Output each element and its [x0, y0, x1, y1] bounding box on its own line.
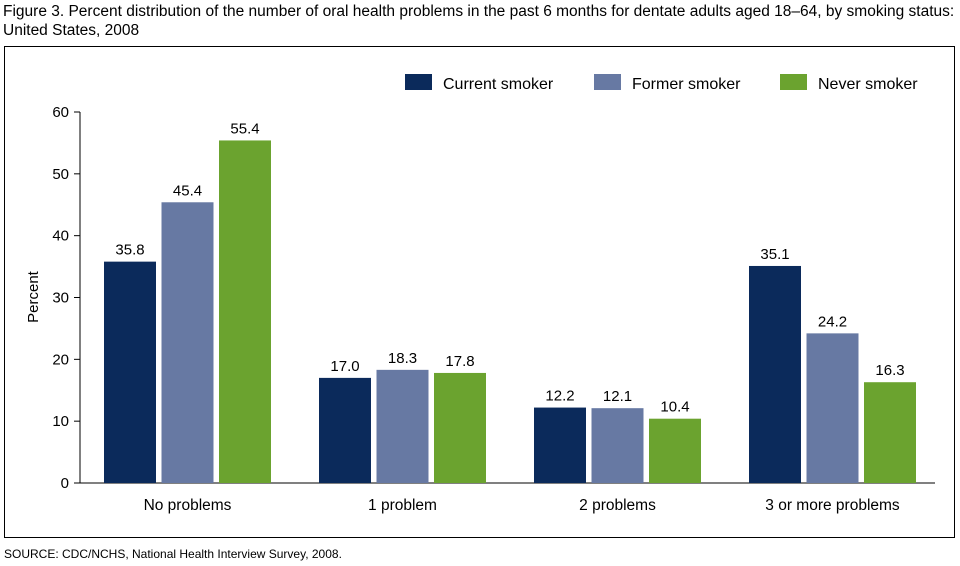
category-label: 3 or more problems [765, 497, 900, 514]
legend-swatch [780, 74, 807, 90]
legend-label: Former smoker [632, 76, 741, 93]
data-label: 16.3 [875, 362, 904, 379]
bar [104, 261, 156, 483]
legend-label: Current smoker [443, 76, 554, 93]
y-tick-label: 20 [52, 351, 69, 368]
bar [534, 407, 586, 483]
chart-frame [4, 46, 955, 538]
y-tick-label: 0 [61, 475, 69, 492]
data-label: 12.2 [545, 388, 574, 405]
y-axis-title: Percent [25, 270, 42, 323]
y-tick-label: 40 [52, 228, 69, 245]
data-label: 35.8 [115, 242, 144, 259]
category-label: 1 problem [368, 497, 437, 514]
bar [219, 140, 271, 483]
y-tick-label: 50 [52, 166, 69, 183]
category-label: No problems [144, 497, 232, 514]
bar [161, 202, 214, 483]
bar [864, 382, 916, 483]
category-label: 2 problems [579, 497, 656, 514]
legend-swatch [405, 74, 432, 90]
bar-chart: 0 10 20 30 40 50 60 Percent 35.8 45.4 55.4 No probl… [25, 74, 935, 514]
bar [591, 408, 644, 483]
data-label: 17.8 [445, 353, 474, 370]
y-tick-label: 60 [52, 104, 69, 121]
data-label: 35.1 [760, 246, 789, 263]
data-label: 17.0 [330, 358, 359, 375]
y-tick-label: 10 [52, 413, 69, 430]
y-tick-label: 30 [52, 290, 69, 307]
data-label: 18.3 [388, 350, 417, 367]
data-label: 45.4 [173, 182, 202, 199]
figure-title: Figure 3. Percent distribution of the nu… [3, 3, 955, 39]
data-label: 12.1 [603, 388, 632, 405]
data-label: 55.4 [230, 120, 259, 137]
legend-label: Never smoker [818, 76, 918, 93]
bar [434, 372, 486, 483]
legend-swatch [594, 74, 621, 90]
data-label: 24.2 [818, 313, 847, 330]
bar [749, 265, 801, 483]
bar [319, 377, 371, 483]
data-label: 10.4 [660, 399, 689, 416]
source-note: SOURCE: CDC/NCHS, National Health Interv… [4, 547, 342, 561]
bar [376, 369, 429, 483]
bar [806, 333, 859, 483]
bar [649, 418, 701, 483]
